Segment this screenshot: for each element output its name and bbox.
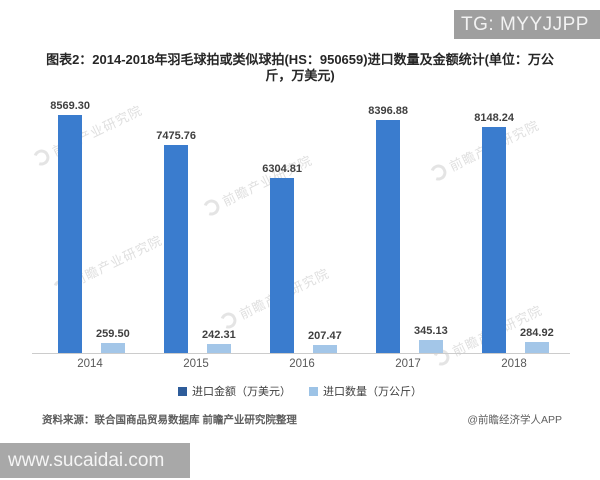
source-note: 资料来源：联合国商品贸易数据库 前瞻产业研究院整理 <box>42 414 297 426</box>
credit-note: @前瞻经济学人APP <box>467 414 562 426</box>
bar-wrap-2016-s1: 207.47 <box>308 330 342 353</box>
legend-swatch-icon <box>178 386 187 396</box>
bar-2016-s1 <box>312 345 337 353</box>
value-label: 345.13 <box>414 325 448 337</box>
bar-wrap-2018-s0: 8148.24 <box>474 112 514 353</box>
value-label: 6304.81 <box>262 163 303 175</box>
x-label-2014: 2014 <box>77 358 103 370</box>
legend-item-0: 进口金额（万美元） <box>178 383 291 399</box>
x-label-2015: 2015 <box>183 358 209 370</box>
value-label: 242.31 <box>202 329 236 341</box>
bar-2015-s1 <box>206 344 231 353</box>
bar-wrap-2017-s0: 8396.88 <box>368 105 408 353</box>
bar-2017-s0 <box>376 120 401 353</box>
value-label: 284.92 <box>520 327 554 339</box>
bar-group-2014: 8569.30 259.50 <box>37 100 143 353</box>
bar-2014-s0 <box>58 115 83 353</box>
x-axis-labels: 2014 2015 2016 2017 2018 <box>37 358 567 370</box>
bar-group-2016: 6304.81 207.47 <box>249 103 355 353</box>
bar-2016-s0 <box>270 178 295 353</box>
bar-group-2018: 8148.24 284.92 <box>461 103 567 353</box>
bar-plot: 8569.30 259.50 7475.76 242.31 6304.81 207.47 8… <box>37 100 567 353</box>
value-label: 8569.30 <box>50 100 91 112</box>
bar-2018-s1 <box>524 342 549 353</box>
x-label-2016: 2016 <box>289 358 315 370</box>
bar-wrap-2017-s1: 345.13 <box>414 325 448 353</box>
bar-2018-s0 <box>482 127 507 353</box>
bar-wrap-2015-s1: 242.31 <box>202 329 236 353</box>
bar-2017-s1 <box>418 340 443 353</box>
bar-2014-s1 <box>100 343 125 353</box>
legend-item-1: 进口数量（万公斤） <box>309 383 422 399</box>
legend: 进口金额（万美元） 进口数量（万公斤） <box>0 383 600 399</box>
legend-label: 进口数量（万公斤） <box>323 386 422 398</box>
value-label: 8396.88 <box>368 105 409 117</box>
site-watermark-bar: www.sucaidai.com <box>0 443 190 478</box>
tg-watermark-badge: TG: MYYJJPP <box>454 10 600 39</box>
bar-wrap-2015-s0: 7475.76 <box>156 130 196 353</box>
bar-2015-s0 <box>164 145 189 353</box>
chart-title: 图表2：2014-2018年羽毛球拍或类似球拍(HS：950659)进口数量及金… <box>46 52 554 83</box>
bar-wrap-2018-s1: 284.92 <box>520 327 554 353</box>
legend-label: 进口金额（万美元） <box>192 386 291 398</box>
value-label: 207.47 <box>308 330 342 342</box>
bar-group-2017: 8396.88 345.13 <box>355 103 461 353</box>
bar-wrap-2014-s0: 8569.30 <box>50 100 90 353</box>
x-label-2018: 2018 <box>501 358 527 370</box>
footer: 资料来源：联合国商品贸易数据库 前瞻产业研究院整理 @前瞻经济学人APP <box>42 412 562 427</box>
x-axis-line <box>32 353 570 354</box>
value-label: 259.50 <box>96 328 130 340</box>
legend-swatch-icon <box>309 386 318 396</box>
value-label: 7475.76 <box>156 130 197 142</box>
bar-wrap-2016-s0: 6304.81 <box>262 163 302 353</box>
bar-group-2015: 7475.76 242.31 <box>143 103 249 353</box>
x-label-2017: 2017 <box>395 358 421 370</box>
value-label: 8148.24 <box>474 112 515 124</box>
bar-wrap-2014-s1: 259.50 <box>96 328 130 353</box>
